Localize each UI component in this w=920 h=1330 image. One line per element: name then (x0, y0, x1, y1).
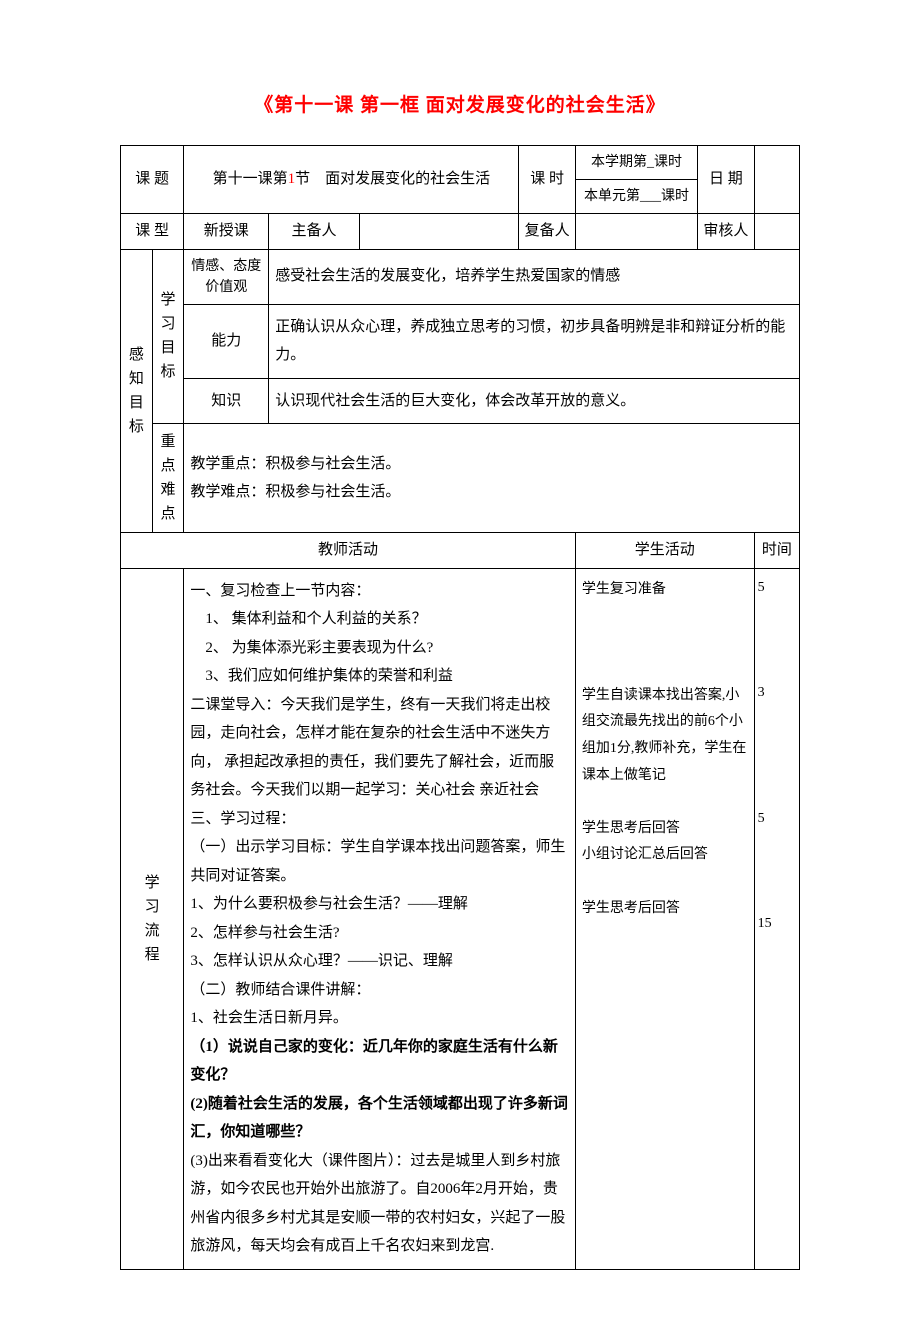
flow-s4: 小组讨论汇总后回答 (582, 847, 708, 862)
flow-l9: 2、怎样参与社会生活? (190, 925, 339, 941)
flow-l4: 3、我们应如何维护集体的荣誉和利益 (190, 668, 453, 684)
flow-s2: 学生自读课本找出答案,小组交流最先找出的前6个小组加1分,教师补充，学生在课本上… (582, 688, 747, 783)
fuberen-label: 复备人 (519, 214, 576, 250)
time-content: 5 3 5 15 (754, 568, 799, 1269)
flow-s3: 学生思考后回答 (582, 821, 680, 836)
teacher-activity-header: 教师活动 (121, 533, 576, 569)
time-header: 时间 (754, 533, 799, 569)
flow-l7: （一）出示学习目标：学生自学课本找出问题答案，师生共同对证答案。 (190, 839, 565, 884)
zhongdian-1: 教学重点：积极参与社会生活。 (190, 456, 400, 472)
flow-s5: 学生思考后回答 (582, 901, 680, 916)
riqi-label: 日 期 (698, 146, 755, 214)
flow-t1: 5 (758, 580, 765, 595)
keti-text1: 第十一课第 (213, 171, 288, 187)
kexing-value: 新授课 (184, 214, 269, 250)
flow-l14: (2)随着社会生活的发展，各个生活领域都出现了许多新词汇，你知道哪些？ (190, 1096, 568, 1141)
benxueqi: 本学期第_课时 (575, 146, 697, 180)
keti-text2: 节 面对发展变化的社会生活 (295, 171, 490, 187)
flow-l12: 1、社会生活日新月异。 (190, 1010, 348, 1026)
student-activity-header: 学生活动 (575, 533, 754, 569)
zhuberen-label: 主备人 (269, 214, 360, 250)
flow-l11: （二）教师结合课件讲解： (190, 982, 370, 998)
flow-t3: 5 (758, 811, 765, 826)
zhishi-value: 认识现代社会生活的巨大变化，体会改革开放的意义。 (269, 378, 800, 424)
flow-l5: 二课堂导入：今天我们是学生，终有一天我们将走出校园，走向社会，怎样才能在复杂的社… (190, 697, 554, 799)
ganzhi-label: 感知目标 (121, 249, 153, 533)
flow-l6: 三、学习过程： (190, 811, 295, 827)
flow-l8: 1、为什么要积极参与社会生活？——理解 (190, 896, 468, 912)
benyuanyuan: 本单元第___课时 (575, 180, 697, 214)
keti-label: 课 题 (121, 146, 184, 214)
kexing-label: 课 型 (121, 214, 184, 250)
riqi-value (754, 146, 799, 214)
flow-t2: 3 (758, 685, 765, 700)
zhongdian-value: 教学重点：积极参与社会生活。 教学难点：积极参与社会生活。 (184, 424, 800, 533)
zhongdian-2: 教学难点：积极参与社会生活。 (190, 484, 400, 500)
flow-l2: 1、 集体利益和个人利益的关系？ (190, 611, 426, 627)
xuexi-label: 学习目标 (152, 249, 184, 424)
student-activity-content: 学生复习准备 学生自读课本找出答案,小组交流最先找出的前6个小组加1分,教师补充… (575, 568, 754, 1269)
qinggan-value: 感受社会生活的发展变化，培养学生热爱国家的情感 (269, 249, 800, 304)
flow-l3: 2、 为集体添光彩主要表现为什么? (190, 640, 433, 656)
zhuberen-value (359, 214, 519, 250)
teacher-activity-content: 一、复习检查上一节内容： 1、 集体利益和个人利益的关系？ 2、 为集体添光彩主… (184, 568, 576, 1269)
shenheren-label: 审核人 (698, 214, 755, 250)
keshi-label: 课 时 (519, 146, 576, 214)
qinggan-label: 情感、态度价值观 (184, 249, 269, 304)
zhishi-label: 知识 (184, 378, 269, 424)
flow-t4: 15 (758, 916, 772, 931)
flow-l15: (3)出来看看变化大（课件图片）：过去是城里人到乡村旅游，如今农民也开始外出旅游… (190, 1153, 565, 1255)
document-title: 《第十一课 第一框 面对发展变化的社会生活》 (120, 90, 800, 117)
flow-l13: （1）说说自己家的变化：近几年你的家庭生活有什么新变化？ (190, 1039, 558, 1084)
lesson-plan-table: 课 题 第十一课第1节 面对发展变化的社会生活 课 时 本学期第_课时 日 期 … (120, 145, 800, 1270)
flow-s1: 学生复习准备 (582, 582, 666, 597)
keti-num: 1 (288, 171, 296, 187)
zhongdian-label: 重点难点 (152, 424, 184, 533)
flow-l1: 一、复习检查上一节内容： (190, 583, 370, 599)
keti-value: 第十一课第1节 面对发展变化的社会生活 (184, 146, 519, 214)
nengli-label: 能力 (184, 304, 269, 378)
shenheren-value (754, 214, 799, 250)
fuberen-value (575, 214, 697, 250)
flow-l10: 3、怎样认识从众心理？——识记、理解 (190, 953, 453, 969)
flow-label: 学习流程 (121, 568, 184, 1269)
nengli-value: 正确认识从众心理，养成独立思考的习惯，初步具备明辨是非和辩证分析的能力。 (269, 304, 800, 378)
